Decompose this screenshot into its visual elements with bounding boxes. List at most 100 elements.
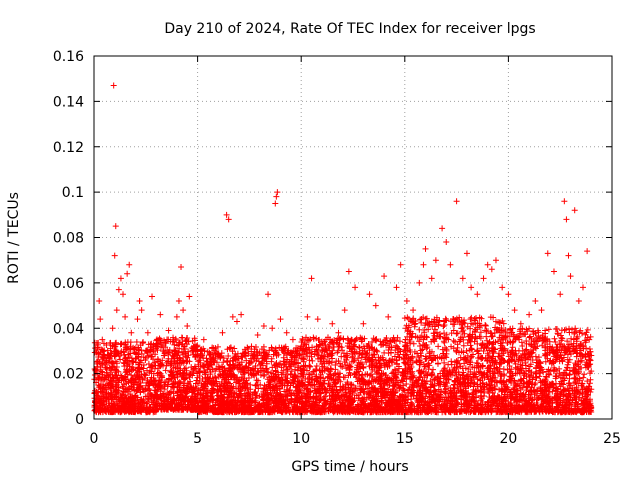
roti-point-dense: [100, 340, 107, 347]
roti-point-dense: [94, 341, 101, 348]
roti-point-dense: [223, 367, 230, 374]
roti-point-dense: [260, 386, 267, 393]
roti-point-dense: [294, 378, 301, 385]
roti-point-dense: [215, 363, 222, 370]
roti-point-dense: [224, 346, 231, 353]
roti-point-dense: [121, 389, 128, 396]
roti-point-dense: [118, 340, 125, 347]
roti-point-dense: [169, 381, 176, 388]
roti-point-dense: [247, 395, 254, 402]
roti-point-dense: [135, 354, 142, 361]
roti-point-dense: [191, 387, 198, 394]
roti-point-dense: [213, 389, 220, 396]
roti-point-dense: [183, 358, 190, 365]
roti-point-dense: [239, 365, 246, 372]
roti-point-dense: [96, 359, 103, 366]
roti-point-dense: [176, 359, 183, 366]
roti-point-dense: [185, 401, 192, 408]
roti-point-dense: [101, 347, 108, 354]
roti-point-dense: [120, 359, 127, 366]
roti-point-dense: [268, 394, 275, 401]
roti-point-dense: [122, 346, 129, 353]
roti-point-dense: [225, 394, 232, 401]
roti-point-dense: [132, 403, 139, 410]
roti-point-dense: [162, 339, 169, 346]
roti-point-dense: [218, 392, 225, 399]
roti-point-dense: [209, 344, 216, 351]
roti-point-dense: [120, 388, 127, 395]
roti-point-dense: [248, 371, 255, 378]
roti-point-dense: [158, 406, 165, 413]
roti-point-dense: [174, 371, 181, 378]
roti-point-dense: [269, 387, 276, 394]
roti-point-dense: [135, 408, 142, 415]
roti-point-dense: [169, 401, 176, 408]
roti-point-dense: [279, 408, 286, 415]
roti-point-dense: [258, 346, 265, 353]
roti-point-dense: [137, 396, 144, 403]
roti-point-dense: [294, 403, 301, 410]
roti-point-dense: [180, 370, 187, 377]
roti-point-dense: [106, 352, 113, 359]
roti-point-dense: [122, 392, 129, 399]
roti-point-dense: [105, 351, 112, 358]
roti-point-dense: [138, 357, 145, 364]
roti-point-dense: [261, 404, 268, 411]
roti-point-dense: [171, 358, 178, 365]
roti-point-dense: [122, 354, 129, 361]
roti-point-dense: [197, 408, 204, 415]
roti-point-dense: [266, 383, 273, 390]
roti-point-dense: [261, 392, 268, 399]
roti-point-dense: [182, 393, 189, 400]
roti-point-dense: [309, 357, 316, 364]
roti-point-dense: [161, 379, 168, 386]
roti-point-dense: [181, 397, 188, 404]
roti-point-dense: [264, 376, 271, 383]
roti-point-dense: [191, 365, 198, 372]
roti-point-dense: [117, 405, 124, 412]
data-points: [91, 82, 595, 416]
roti-point-dense: [143, 393, 149, 400]
roti-point-dense: [288, 352, 295, 359]
roti-point-dense: [138, 406, 145, 413]
roti-point-dense: [128, 383, 135, 390]
roti-point-dense: [111, 353, 118, 360]
roti-point-dense: [141, 371, 148, 378]
roti-point-dense: [158, 373, 165, 380]
roti-point-dense: [271, 395, 278, 402]
roti-point-dense: [200, 386, 207, 393]
roti-point-dense: [97, 364, 104, 371]
roti-point-dense: [92, 387, 99, 394]
roti-point-dense: [196, 369, 203, 376]
roti-point-dense: [261, 382, 268, 389]
roti-point-dense: [279, 380, 286, 387]
roti-point-dense: [276, 377, 283, 384]
roti-point-dense: [135, 385, 142, 392]
roti-point-dense: [220, 402, 227, 409]
roti-point-dense: [435, 343, 442, 350]
roti-point-dense: [254, 352, 261, 359]
roti-point-dense: [269, 364, 276, 371]
roti-point-dense: [285, 406, 292, 413]
roti-point-dense: [157, 362, 164, 369]
roti-point-dense: [468, 314, 475, 321]
roti-point-dense: [127, 399, 134, 406]
roti-point-dense: [180, 406, 187, 413]
roti-point-dense: [175, 341, 182, 348]
roti-point-dense: [252, 382, 259, 389]
roti-point-dense: [182, 365, 189, 372]
roti-point-dense: [260, 355, 267, 362]
roti-point-dense: [280, 348, 287, 355]
roti-point-dense: [226, 361, 233, 368]
roti-point-dense: [270, 351, 277, 358]
roti-point-dense: [188, 406, 195, 413]
roti-point-dense: [263, 365, 270, 372]
roti-point-dense: [225, 376, 232, 383]
roti-point-dense: [214, 350, 221, 357]
roti-point-dense: [229, 348, 236, 355]
roti-point-dense: [269, 370, 276, 377]
roti-point-dense: [292, 373, 299, 380]
roti-point-dense: [123, 369, 130, 376]
roti-point-dense: [454, 330, 461, 337]
roti-point-dense: [430, 366, 437, 373]
